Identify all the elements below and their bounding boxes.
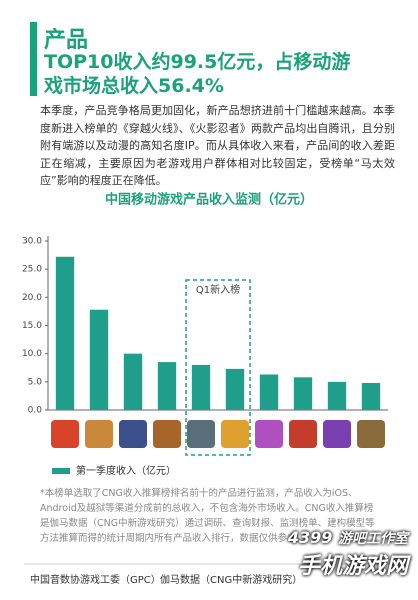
y-tick-label: 15.0	[22, 321, 42, 331]
bar	[225, 368, 245, 410]
bar	[191, 364, 211, 410]
bar	[327, 381, 347, 410]
game-icon	[289, 420, 317, 448]
bar	[55, 256, 75, 410]
chart-title: 中国移动游戏产品收入监测（亿元）	[105, 192, 313, 208]
paragraph: 本季度，产品竞争格局更加固化，新产品想挤进前十门槛越来越高。本季度新进入榜单的《…	[40, 104, 395, 187]
legend-label: 第一季度收入（亿元）	[76, 464, 176, 477]
game-icon	[85, 420, 113, 448]
bar	[123, 353, 143, 410]
source: 伽马数据（CNG中新游戏研究）	[160, 575, 303, 586]
bar	[293, 377, 313, 410]
y-tick-label: 5.0	[28, 377, 43, 387]
game-icon	[119, 420, 147, 448]
y-tick-label: 20.0	[22, 293, 42, 303]
watermark-text: 手机游戏网	[297, 554, 408, 579]
game-icon	[323, 420, 351, 448]
bar	[259, 374, 279, 410]
headline: TOP10收入约99.5亿元，占移动游戏市场总收入56.4%	[44, 51, 351, 97]
y-tick-label: 30.0	[22, 237, 42, 247]
y-tick-label: 25.0	[22, 265, 42, 275]
watermark: 4399 游吧工作室 手机游戏网	[288, 528, 408, 580]
bar	[89, 309, 109, 410]
y-tick-label: 0.0	[28, 406, 43, 416]
source: 中国音数协游戏工委（GPC）	[30, 575, 161, 586]
game-icon	[221, 420, 249, 448]
game-icon	[357, 420, 385, 448]
annotation: Q1新入榜	[196, 283, 240, 296]
y-tick-label: 10.0	[22, 349, 42, 359]
watermark-text: 4399	[287, 528, 333, 547]
game-icon	[51, 420, 79, 448]
bar	[157, 362, 177, 410]
game-icon	[153, 420, 181, 448]
game-icon	[187, 420, 215, 448]
accent-bar	[30, 22, 37, 96]
game-icon	[255, 420, 283, 448]
annotation-box	[185, 279, 251, 456]
watermark-text: 游吧工作室	[338, 531, 408, 547]
legend-swatch	[52, 468, 70, 474]
section-title: 产品	[44, 28, 89, 53]
footnote: *本榜单选取了CNG收入推算榜排名前十的产品进行监测，产品收入为iOS、Andr…	[40, 488, 375, 544]
bar	[361, 382, 381, 410]
